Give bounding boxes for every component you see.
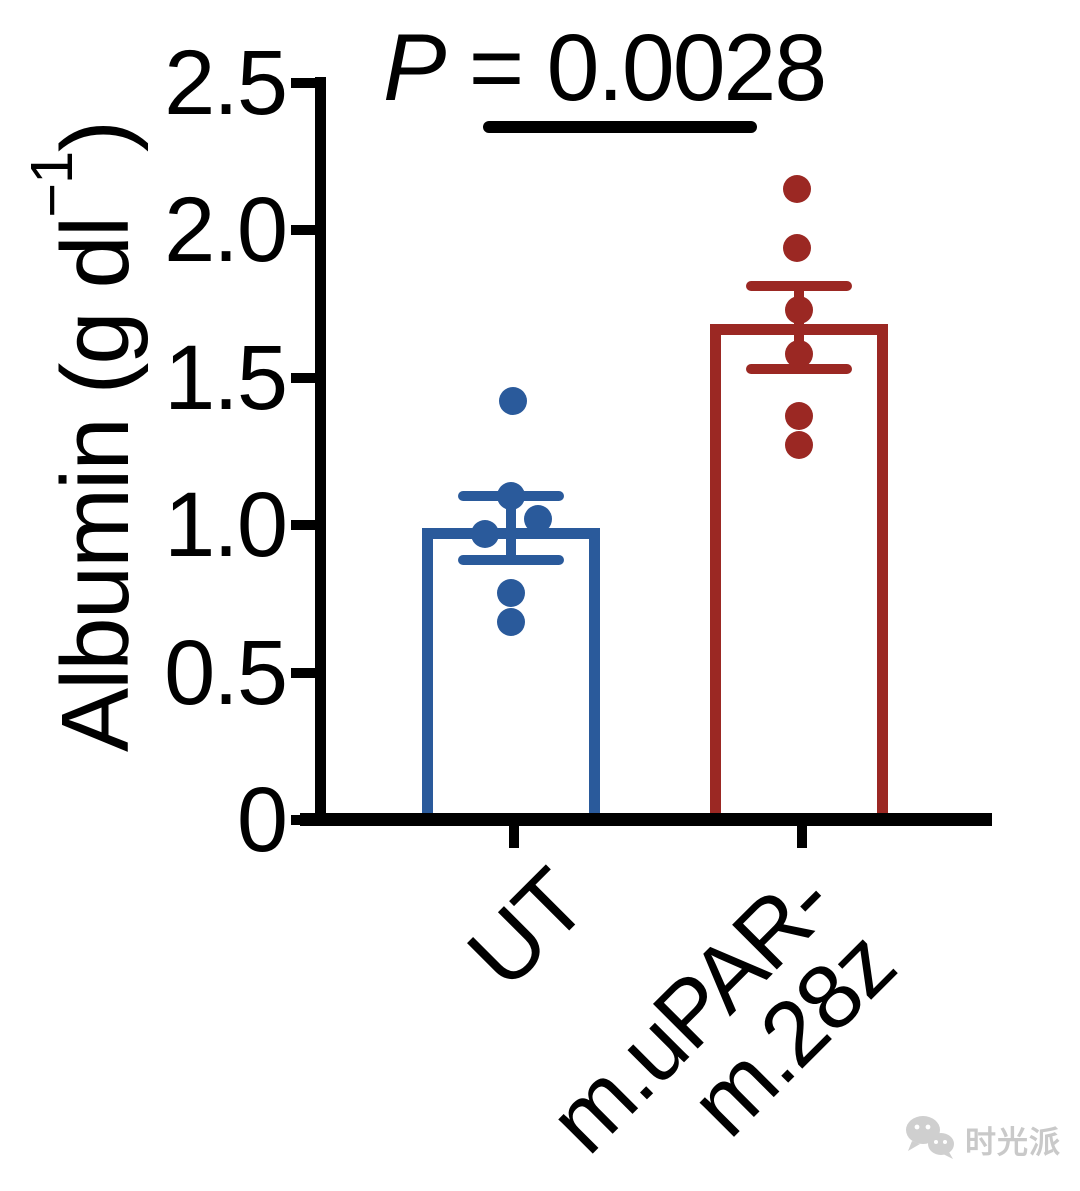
x-axis-label-ut: UT <box>449 851 606 1008</box>
x-axis-label-m-upar-m28z: m.uPAR- m.28z <box>529 851 914 1173</box>
y-axis-tick <box>291 668 316 678</box>
data-point <box>785 402 813 430</box>
error-bar-line <box>506 496 516 560</box>
data-point <box>497 579 525 607</box>
y-axis-line <box>315 77 326 826</box>
wechat-icon <box>903 1114 957 1165</box>
significance-line <box>483 121 757 133</box>
data-point <box>497 608 525 636</box>
y-axis-tick <box>291 815 316 825</box>
y-axis-tick-label: 0.5 <box>164 622 288 724</box>
y-axis-tick <box>291 225 316 235</box>
error-bar-line <box>794 286 804 369</box>
p-value-number: = 0.0028 <box>444 15 827 121</box>
x-axis-line <box>300 813 992 826</box>
data-point <box>783 234 811 262</box>
y-axis-tick <box>291 373 316 383</box>
data-point <box>499 387 527 415</box>
data-point <box>785 431 813 459</box>
watermark: 时光派 <box>903 1114 1061 1165</box>
y-axis-tick-label: 2.0 <box>164 179 288 281</box>
error-bar-cap-bottom <box>746 364 852 374</box>
error-bar-cap-bottom <box>458 555 564 565</box>
y-axis-tick-label: 1.0 <box>164 474 288 576</box>
bar-ut <box>422 528 600 813</box>
y-axis-tick-label: 1.5 <box>164 327 288 429</box>
data-point <box>524 505 552 533</box>
data-point <box>497 482 525 510</box>
data-point <box>785 340 813 368</box>
p-value-symbol: P <box>383 15 446 121</box>
y-axis-tick <box>291 78 316 88</box>
data-point <box>783 175 811 203</box>
y-axis-tick-label: 0 <box>236 769 288 871</box>
error-bar-cap-top <box>746 281 852 291</box>
p-value-annotation: P = 0.0028 <box>383 14 827 123</box>
watermark-text: 时光派 <box>965 1125 1061 1160</box>
y-axis-tick <box>291 520 316 530</box>
data-point <box>785 296 813 324</box>
y-axis-tick-label: 2.5 <box>164 32 288 134</box>
bar-m-upar-m28z <box>710 324 888 813</box>
data-point <box>471 520 499 548</box>
x-axis-tick <box>509 826 519 848</box>
x-axis-tick <box>797 826 807 848</box>
